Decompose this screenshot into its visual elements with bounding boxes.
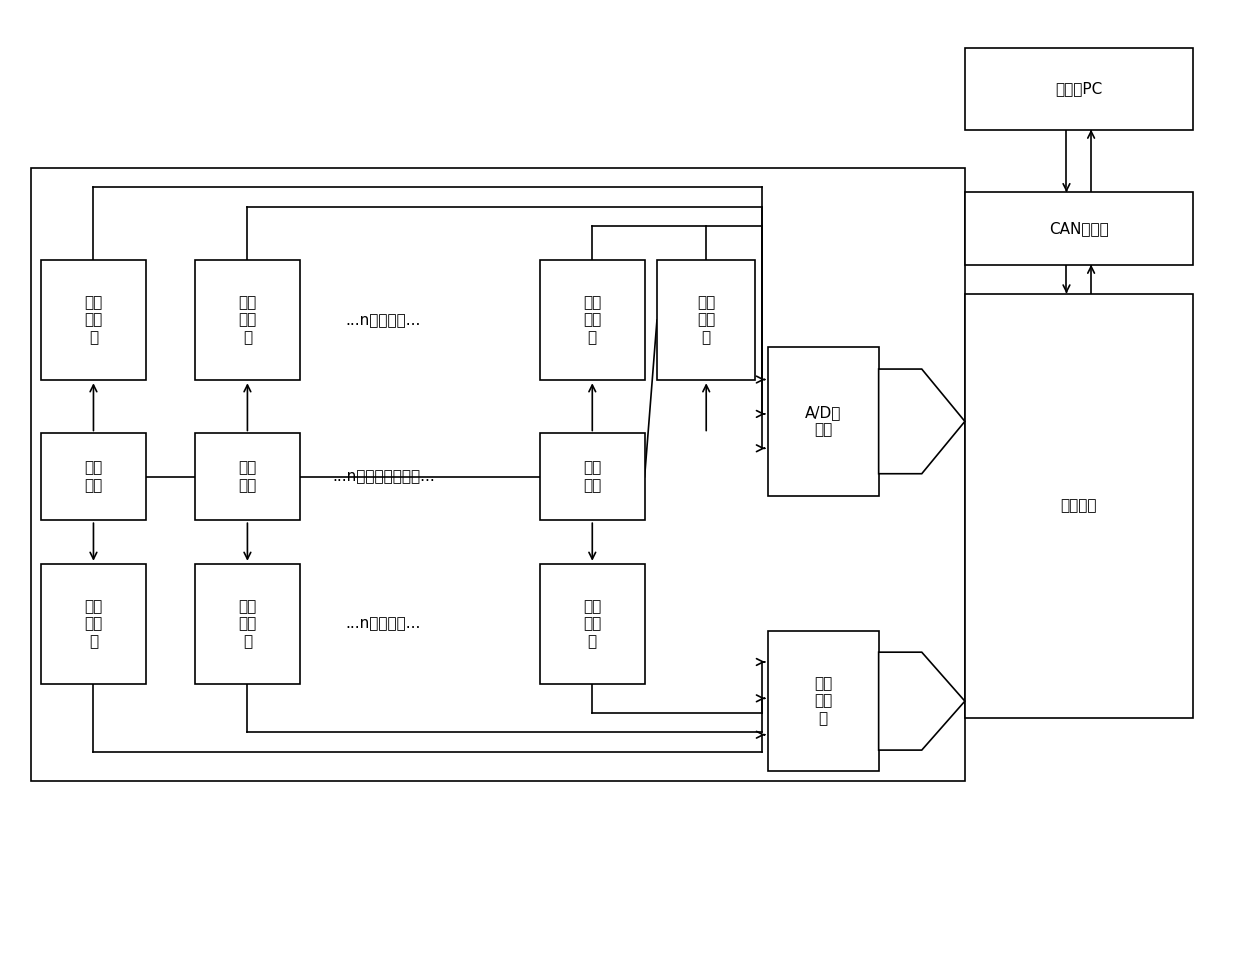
Text: 电压
传感
器: 电压 传感 器: [84, 295, 103, 345]
Bar: [195, 563, 300, 684]
Bar: [539, 260, 645, 380]
Bar: [768, 346, 879, 496]
Text: ...n个传感器...: ...n个传感器...: [346, 616, 422, 631]
Text: 电池
单体: 电池 单体: [238, 460, 257, 493]
Text: 主控芯片: 主控芯片: [1060, 498, 1097, 514]
Text: CAN控制器: CAN控制器: [1049, 221, 1109, 235]
Polygon shape: [879, 652, 965, 750]
Text: 电池
单体: 电池 单体: [84, 460, 103, 493]
Bar: [768, 631, 879, 771]
Bar: [657, 260, 755, 380]
Text: A/D接
口板: A/D接 口板: [805, 405, 842, 438]
Bar: [41, 260, 146, 380]
Text: 上位机PC: 上位机PC: [1055, 81, 1102, 96]
Text: 电流
传感
器: 电流 传感 器: [697, 295, 715, 345]
Bar: [31, 168, 965, 780]
Text: 电压
传感
器: 电压 传感 器: [583, 295, 601, 345]
Text: 电池
单体: 电池 单体: [583, 460, 601, 493]
Bar: [41, 433, 146, 521]
Text: 信号
调理
板: 信号 调理 板: [815, 676, 832, 726]
Bar: [539, 563, 645, 684]
Text: 温度
传感
器: 温度 传感 器: [84, 599, 103, 649]
Text: 温度
传感
器: 温度 传感 器: [238, 599, 257, 649]
Text: 温度
传感
器: 温度 传感 器: [583, 599, 601, 649]
Bar: [539, 433, 645, 521]
Bar: [965, 294, 1193, 718]
Bar: [41, 563, 146, 684]
Bar: [965, 48, 1193, 129]
Text: ...n个电池单体串联...: ...n个电池单体串联...: [332, 469, 435, 485]
Bar: [965, 193, 1193, 265]
Text: ...n个传感器...: ...n个传感器...: [346, 313, 422, 328]
Bar: [195, 260, 300, 380]
Bar: [195, 433, 300, 521]
Polygon shape: [879, 369, 965, 474]
Text: 电压
传感
器: 电压 传感 器: [238, 295, 257, 345]
